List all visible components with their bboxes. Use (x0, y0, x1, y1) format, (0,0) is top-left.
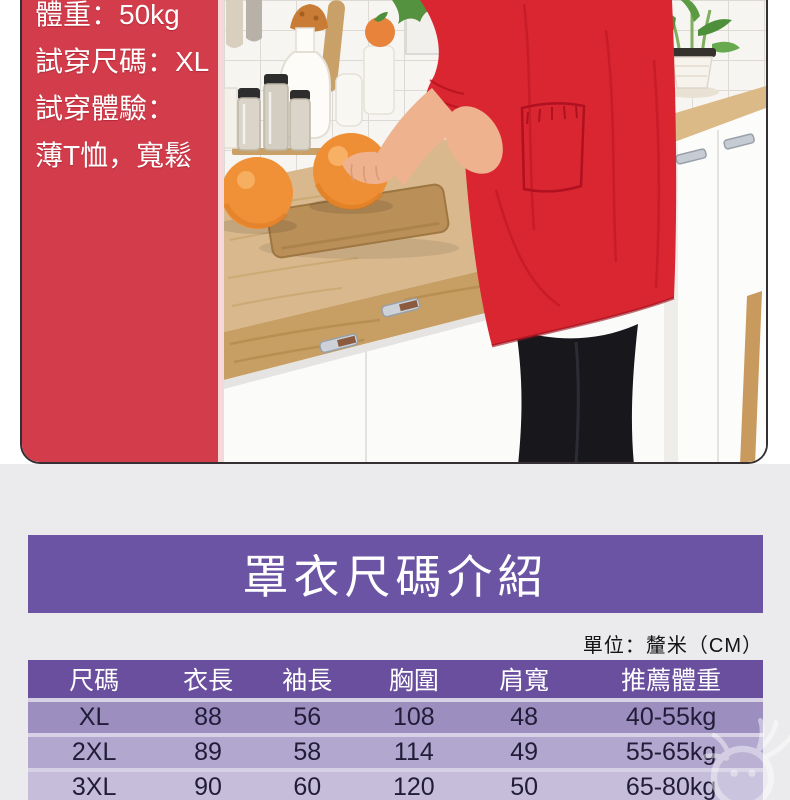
table-cell: 40-55kg (625, 703, 717, 731)
table-cell: 89 (194, 738, 222, 766)
table-cell: 120 (393, 773, 435, 800)
table-cell: 65-80kg (625, 773, 717, 800)
table-cell: 58 (293, 738, 322, 766)
fit-experience-label: 試穿體驗： (35, 93, 176, 124)
size-chart-section: 罩衣尺碼介紹 單位：釐米（CM） 尺碼 衣長 袖長 胸圍 肩寬 推薦體重 XL … (0, 464, 790, 800)
table-cell: 55-65kg (625, 738, 717, 766)
header-length: 衣長 (183, 667, 234, 695)
table-cell: 90 (194, 773, 222, 800)
table-cell: 3XL (71, 773, 117, 800)
fingers (342, 151, 396, 185)
spice-jars (224, 74, 324, 155)
table-cell: 48 (510, 703, 539, 731)
hanging-towels (226, 0, 262, 48)
panel-photo-divider (218, 0, 224, 462)
kitchen-photo (224, 0, 766, 462)
table-row-3xl: 3XL 90 60 120 50 65-80kg (28, 772, 763, 800)
forearm (376, 88, 464, 186)
small-jar (335, 73, 363, 127)
header-size: 尺碼 (69, 667, 120, 695)
fabric-creases (494, 3, 661, 308)
table-row-2xl: 2XL 89 58 114 49 55-65kg (28, 737, 763, 768)
size-chart-title: 罩衣尺碼介紹 (242, 551, 549, 603)
cabinet-handle-icon (319, 297, 421, 354)
table-cell: XL (78, 703, 110, 731)
product-photo-card: 體重：50kg 試穿尺碼：XL 試穿體驗： 薄T恤，寬鬆 (20, 0, 768, 464)
size-table-header-row: 尺碼 衣長 袖長 胸圍 肩寬 推薦體重 (28, 660, 763, 698)
size-table: 尺碼 衣長 袖長 胸圍 肩寬 推薦體重 XL 88 56 108 48 40-5… (28, 660, 763, 800)
size-chart-banner: 罩衣尺碼介紹 (28, 535, 763, 613)
header-bust: 胸圍 (388, 667, 439, 695)
table-cell: 88 (194, 703, 222, 731)
side-cabinet (652, 86, 766, 462)
table-cell: 50 (510, 773, 539, 800)
wood-trim (740, 291, 762, 462)
persimmon-jar (363, 12, 395, 115)
kitchen-scene-illustration (224, 0, 766, 462)
brand-watermark-icon (703, 718, 790, 800)
smock-pocket (520, 102, 586, 193)
table-cell: 56 (293, 703, 322, 731)
model-figure (342, 0, 677, 462)
model-weight-text: 體重：50kg (35, 0, 180, 30)
table-cell: 60 (293, 773, 322, 800)
header-weight: 推薦體重 (621, 667, 722, 695)
cabinet-handle-icon (675, 133, 755, 165)
table-cell: 49 (510, 738, 539, 766)
table-cell: 114 (393, 738, 434, 766)
fit-size-text: 試穿尺碼：XL (35, 46, 210, 77)
unit-label: 單位：釐米（CM） (582, 635, 763, 657)
header-sleeve: 袖長 (282, 667, 333, 695)
table-row-xl: XL 88 56 108 48 40-55kg (28, 702, 763, 733)
table-cell: 108 (393, 703, 435, 731)
table-cell: 2XL (71, 738, 117, 766)
fit-info-panel: 體重：50kg 試穿尺碼：XL 試穿體驗： 薄T恤，寬鬆 (22, 0, 218, 462)
header-shoulder: 肩寬 (499, 667, 550, 695)
fit-experience-text: 薄T恤，寬鬆 (35, 140, 193, 171)
